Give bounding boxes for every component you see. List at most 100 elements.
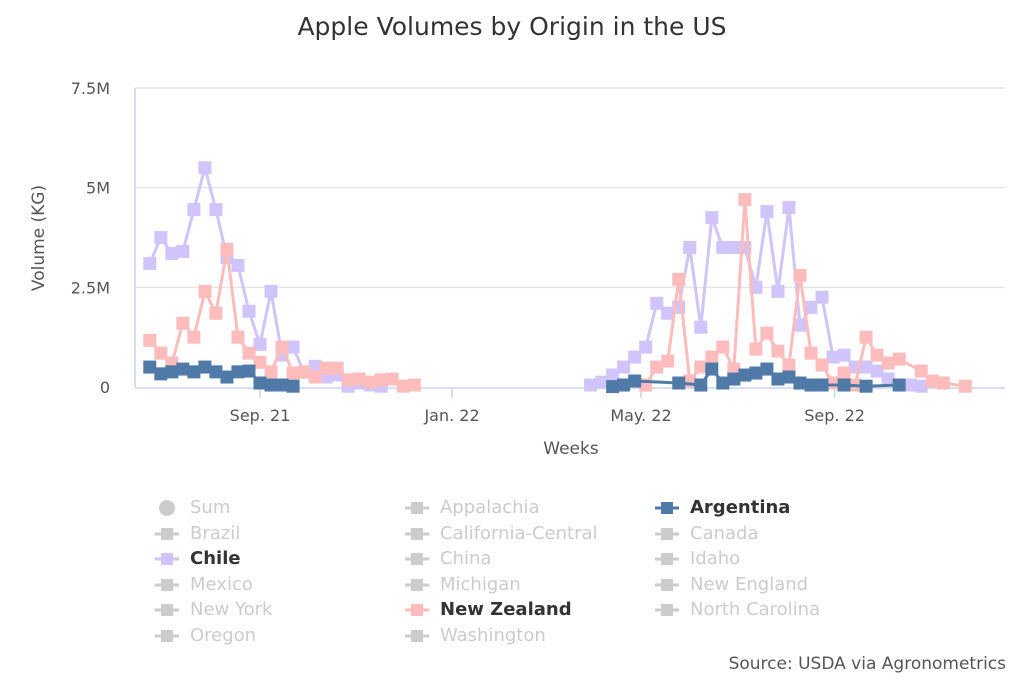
data-point-chile [198,161,212,175]
data-point-chile [705,211,719,225]
data-point-argentina [617,378,631,392]
data-point-new-zealand [771,344,785,358]
data-point-new-zealand [793,268,807,282]
data-point-argentina [165,365,179,379]
data-point-new-zealand [220,242,234,256]
data-point-argentina [242,364,256,378]
data-point-new-zealand [815,358,829,372]
data-point-chile [837,348,851,362]
x-axis-title: Weeks [543,439,599,459]
square-marker-icon [405,604,429,617]
data-point-new-zealand [837,366,851,380]
legend-label: Appalachia [440,497,540,518]
legend-label: Canada [690,522,759,544]
data-point-new-zealand [385,372,399,386]
legend-label: Oregon [190,625,257,646]
data-point-new-zealand [242,346,256,360]
data-point-new-zealand [925,374,939,388]
data-point-new-zealand [231,330,245,344]
data-point-new-zealand [892,352,906,366]
data-point-new-zealand [363,375,377,389]
square-marker-icon [155,578,179,591]
square-marker-icon [155,630,179,642]
data-point-argentina [738,368,752,382]
square-marker-icon [405,578,429,591]
legend-label: China [440,548,492,570]
legend-label: New York [190,599,273,621]
legend-label: New Zealand [440,599,572,621]
data-point-chile [760,205,774,219]
data-point-new-zealand [914,364,928,378]
square-marker-icon [655,604,679,617]
legend-label: Washington [440,625,546,646]
data-point-argentina [286,379,300,393]
data-point-argentina [606,380,620,394]
data-point-argentina [749,366,763,380]
data-point-chile [815,290,829,304]
square-marker-icon [405,527,429,540]
legend-label: Argentina [690,497,791,518]
data-point-new-zealand [176,316,190,330]
data-point-chile [606,368,620,382]
square-marker-icon [405,630,429,642]
data-point-new-zealand [286,366,300,380]
legend-label: Idaho [690,548,741,570]
legend-label: New England [690,573,809,595]
square-marker-icon [405,553,429,566]
data-point-new-zealand [374,373,388,387]
data-point-chile [694,320,708,334]
square-marker-icon [155,604,179,617]
square-marker-icon [155,527,179,540]
x-tick-label: May. 22 [610,406,671,425]
data-point-new-zealand [253,355,267,369]
square-marker-icon [655,553,679,566]
data-point-new-zealand [264,365,278,379]
data-point-argentina [694,378,708,392]
square-marker-icon [655,578,679,591]
data-point-argentina [209,365,223,379]
data-point-argentina [793,376,807,390]
data-point-chile [308,359,322,373]
data-point-new-zealand [672,272,686,286]
data-point-chile [683,240,697,254]
data-point-argentina [672,376,686,390]
data-point-chile [661,306,675,320]
data-point-new-zealand [881,356,895,370]
data-point-new-zealand [650,360,664,374]
data-point-argentina [771,372,785,386]
circle-marker-icon [159,500,175,516]
data-point-chile [242,304,256,318]
y-tick-label: 7.5M [71,79,110,98]
data-point-new-zealand [187,330,201,344]
data-point-new-zealand [705,350,719,364]
data-point-new-zealand [661,354,675,368]
data-point-chile [881,372,895,386]
data-point-argentina [176,362,190,376]
data-point-new-zealand [870,348,884,362]
data-point-chile [727,240,741,254]
y-tick-label: 0 [100,378,110,397]
data-point-argentina [253,376,267,390]
data-point-chile [650,296,664,310]
legend-label: Sum [190,497,231,518]
data-point-new-zealand [308,370,322,384]
square-marker-icon [155,553,179,566]
data-point-chile [870,364,884,378]
data-point-new-zealand [958,379,972,393]
chart-title: Apple Volumes by Origin in the US [297,12,727,41]
data-point-chile [209,203,223,217]
data-point-argentina [859,379,873,393]
data-point-argentina [804,378,818,392]
data-point-chile [187,203,201,217]
legend-label: Mexico [190,573,253,595]
data-point-new-zealand [407,378,421,392]
data-point-new-zealand [782,358,796,372]
square-marker-icon [405,502,429,514]
data-point-new-zealand [143,333,157,347]
source-credit: Source: USDA via Agronometrics [728,654,1006,674]
data-point-chile [639,340,653,354]
data-point-chile [826,350,840,364]
data-point-chile [253,337,267,351]
